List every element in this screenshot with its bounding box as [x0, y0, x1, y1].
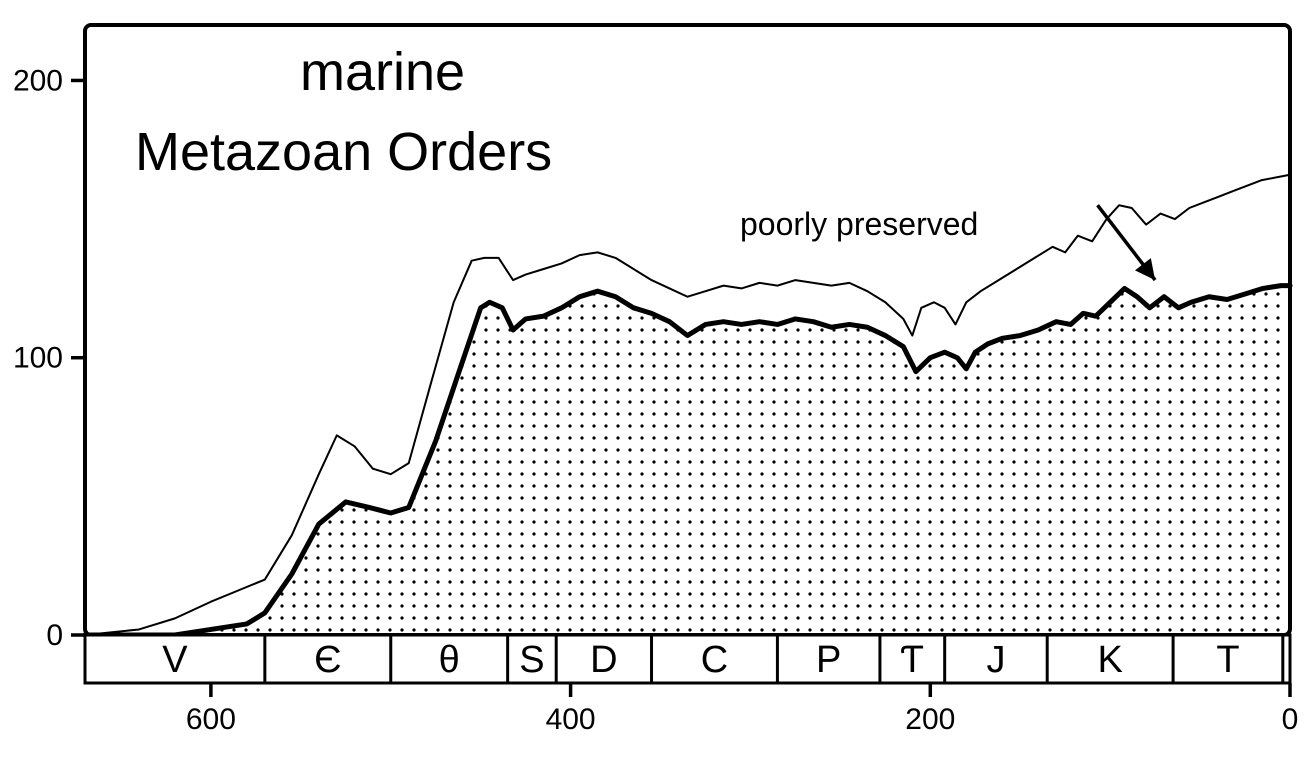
- x-tick-label: 200: [905, 703, 955, 736]
- annotation-poorly-preserved: poorly preserved: [740, 206, 978, 242]
- chart-container: 0 100 200 V Єθ S D C P Ƭ J K T 600 400 200 0 marine Metazo…: [0, 0, 1310, 757]
- period-label: P: [816, 639, 841, 681]
- period-label: J: [986, 639, 1005, 681]
- y-tick-label: 0: [46, 619, 63, 652]
- x-tick-label: 600: [186, 703, 236, 736]
- period-label: Ƭ: [901, 639, 924, 681]
- period-label: K: [1097, 639, 1122, 681]
- period-label: S: [519, 639, 544, 681]
- y-tick-label: 200: [13, 64, 63, 97]
- period-label: D: [590, 639, 617, 681]
- period-label: C: [701, 639, 728, 681]
- chart-title-line1: marine: [300, 42, 465, 102]
- period-label: T: [1216, 639, 1239, 681]
- chart-title-line2: Metazoan Orders: [135, 122, 552, 182]
- x-tick-label: 0: [1282, 703, 1299, 736]
- y-tick-label: 100: [13, 342, 63, 375]
- period-label: V: [162, 639, 188, 681]
- x-tick-label: 400: [546, 703, 596, 736]
- period-label: θ: [439, 639, 460, 681]
- period-label: Є: [314, 639, 341, 681]
- chart-svg: 0 100 200 V Єθ S D C P Ƭ J K T 600 400 200 0 marine Metazo…: [0, 0, 1310, 757]
